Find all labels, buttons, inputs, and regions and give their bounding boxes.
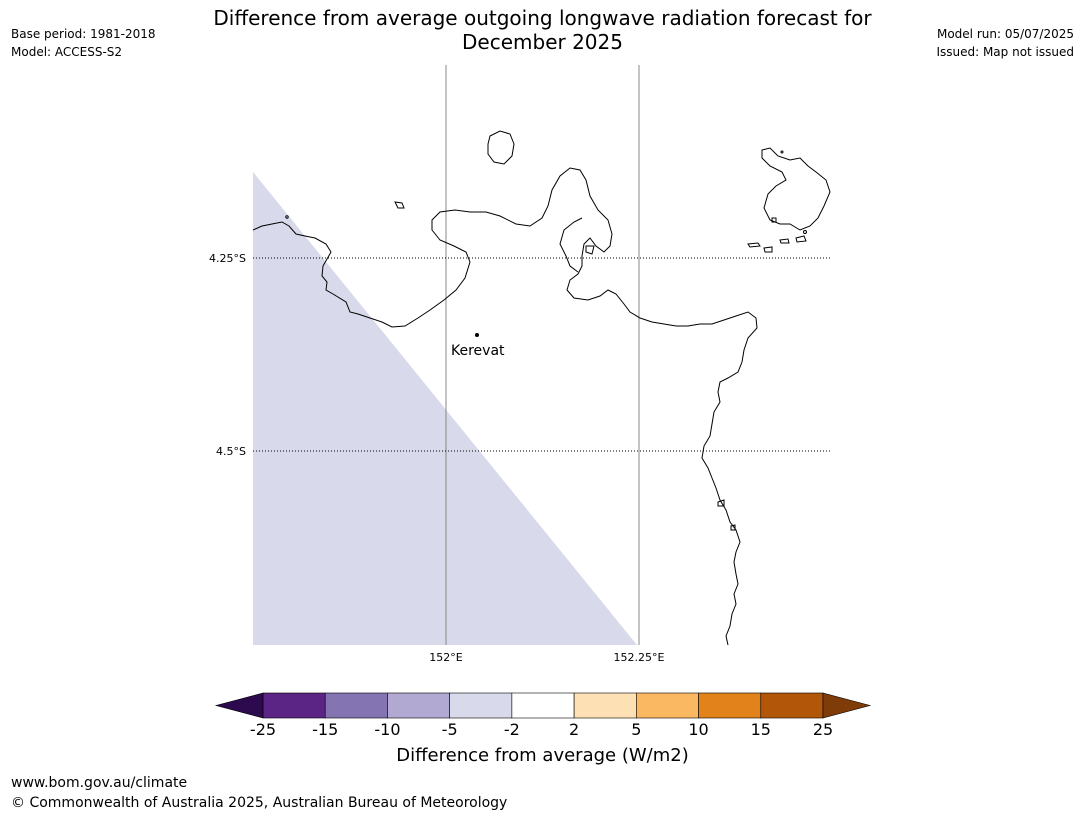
- island-cluster-small-4: [795, 235, 807, 243]
- island-north: [487, 130, 515, 165]
- lon-label-152-25: 152.25°E: [614, 651, 665, 664]
- anomaly-shaded-region: [253, 172, 637, 645]
- colorbar-segment: [698, 692, 762, 719]
- island-cluster-dot-2: [803, 230, 807, 234]
- island-cluster-east: [761, 147, 831, 231]
- island-cluster-small-5: [771, 217, 777, 223]
- map-title: Difference from average outgoing longwav…: [0, 6, 1085, 54]
- colorbar-extend-low: [214, 692, 264, 719]
- colorbar-tick-label: -2: [503, 720, 520, 739]
- kerevat-marker: [475, 333, 479, 337]
- lat-label-4-25: 4.25°S: [209, 252, 246, 265]
- island-cluster-small-1: [747, 242, 761, 248]
- colorbar-tick-label: 2: [569, 720, 580, 739]
- title-line-1: Difference from average outgoing longwav…: [213, 6, 872, 30]
- colorbar-segment: [449, 692, 513, 719]
- title-line-2: December 2025: [462, 30, 623, 54]
- colorbar-tick-label: 25: [812, 720, 834, 739]
- islet-west: [394, 201, 405, 209]
- colorbar-segment: [511, 692, 575, 719]
- coastline-west: [252, 167, 758, 646]
- colorbar-tick-label: 15: [750, 720, 771, 739]
- model-text: Model: ACCESS-S2: [11, 45, 123, 59]
- coastline-inner-bay: [559, 217, 583, 273]
- islet-east-coast-1: [717, 499, 725, 507]
- coastlines: [252, 130, 831, 646]
- colorbar-label: Difference from average (W/m2): [396, 745, 689, 766]
- colorbar-segment: [636, 692, 699, 719]
- colorbar-segment: [324, 692, 388, 719]
- issued-text: Issued: Map not issued: [936, 45, 1074, 59]
- metadata-left: Base period: 1981-2018 Model: ACCESS-S2: [11, 25, 156, 61]
- kerevat-label: Kerevat: [451, 343, 505, 359]
- island-cluster-dot: [780, 150, 784, 154]
- islet-east-coast-2: [730, 524, 736, 531]
- colorbar-tick-label: -10: [374, 720, 401, 739]
- lat-label-4-5: 4.5°S: [216, 445, 246, 458]
- model-run-text: Model run: 05/07/2025: [936, 27, 1074, 41]
- colorbar-tick-label: -25: [249, 720, 277, 739]
- colorbar-extend-high: [822, 692, 872, 719]
- colorbar-segment: [573, 692, 637, 719]
- base-period-text: Base period: 1981-2018: [11, 27, 156, 41]
- map-canvas: Kerevat 4.25°S 4.5°S 152°E 152.25°E: [209, 65, 832, 664]
- metadata-right: Model run: 05/07/2025 Issued: Map not is…: [936, 25, 1074, 61]
- colorbar-segment: [262, 692, 326, 719]
- colorbar-tick-label: -15: [312, 720, 339, 739]
- island-cluster-small-3: [779, 238, 790, 244]
- island-cluster-small-2: [763, 246, 773, 253]
- colorbar-tick-label: 5: [631, 720, 642, 739]
- colorbar-segment: [760, 692, 824, 719]
- lon-label-152: 152°E: [429, 651, 462, 664]
- colorbar-segment: [387, 692, 450, 719]
- colorbar-tick-label: 10: [688, 720, 709, 739]
- islet-bay: [585, 245, 595, 255]
- colorbar-tick-label: -5: [441, 720, 458, 739]
- footer-url[interactable]: www.bom.gov.au/climate: [11, 775, 188, 791]
- colorbar: [214, 692, 872, 719]
- islet-tiny: [285, 215, 289, 219]
- footer-copyright: © Commonwealth of Australia 2025, Austra…: [11, 795, 508, 811]
